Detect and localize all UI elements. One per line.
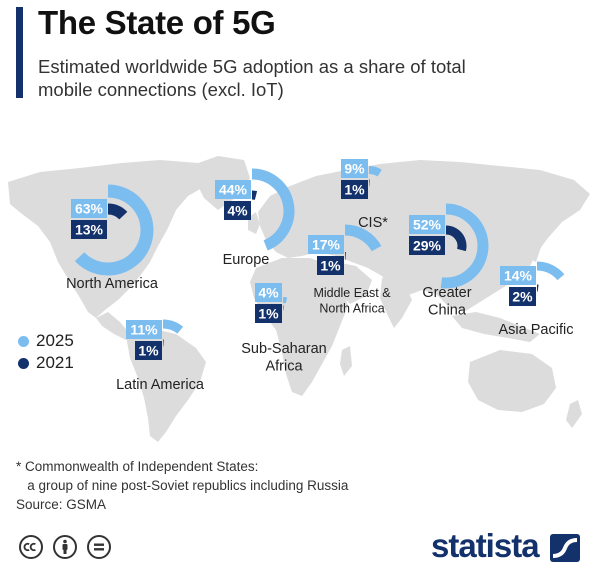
world-map-background: [8, 156, 590, 442]
footnote-line-1: * Commonwealth of Independent States:: [16, 459, 259, 474]
region-sub-saharan-africa: 4% 1% Sub-Saharan Africa: [241, 283, 327, 375]
footnote: * Commonwealth of Independent States: a …: [16, 457, 348, 514]
subtitle-line-2: mobile connections (excl. IoT): [38, 79, 284, 100]
region-middle-east-north-africa: 17% 1% Middle East & North Africa: [308, 224, 391, 316]
region-latin-america: 11% 1% Latin America: [116, 319, 205, 393]
value-box-2021-asia-pacific: [509, 287, 536, 306]
value-label-2021-middle-east-north-africa: 1%: [320, 258, 341, 274]
value-box-2021-latin-america: [135, 341, 162, 360]
region-name-middle-east-north-africa-line-1: Middle East &: [313, 286, 391, 300]
region-europe: 44% 4% Europe: [215, 168, 295, 268]
value-label-2021-asia-pacific: 2%: [512, 289, 533, 305]
region-greater-china: 52% 29% Greater China: [409, 203, 489, 319]
attribution-icon: [53, 535, 77, 559]
map-japan: [528, 226, 542, 262]
title-accent-bar: [16, 7, 23, 98]
map-india: [380, 278, 412, 328]
region-name-sub-saharan-africa-line-2: Africa: [265, 359, 303, 375]
value-box-2025-sub-saharan-africa: [255, 283, 282, 302]
value-label-2025-middle-east-north-africa: 17%: [312, 237, 341, 253]
value-label-2021-north-america: 13%: [75, 222, 104, 238]
value-box-2021-europe: [224, 201, 251, 220]
value-label-2021-sub-saharan-africa: 1%: [258, 306, 279, 322]
region-north-america: 63% 13% North America: [66, 184, 159, 292]
value-box-2021-north-america: [71, 220, 107, 239]
value-box-2025-asia-pacific: [500, 266, 536, 285]
region-name-asia-pacific: Asia Pacific: [499, 322, 574, 338]
region-name-north-america: North America: [66, 276, 159, 292]
value-box-2025-latin-america: [126, 320, 162, 339]
arc-2025-europe: [251, 168, 295, 251]
map-australia: [468, 350, 556, 412]
value-label-2025-greater-china: 52%: [413, 217, 442, 233]
legend-label-2021: 2021: [36, 353, 74, 372]
chart-title: The State of 5G: [38, 4, 276, 41]
arc-2025-latin-america: [162, 319, 184, 334]
arc-2025-north-america: [74, 184, 154, 276]
creative-commons-icon: [19, 535, 43, 559]
source-line: Source: GSMA: [16, 497, 107, 512]
value-box-2021-greater-china: [409, 236, 445, 255]
no-derivatives-icon: [87, 535, 111, 559]
value-label-2025-europe: 44%: [219, 182, 248, 198]
value-box-2025-cis: [341, 159, 368, 178]
region-cis: 9% 1% CIS*: [341, 159, 388, 231]
arc-2025-asia-pacific: [536, 261, 565, 281]
chart-subtitle: Estimated worldwide 5G adoption as a sha…: [38, 55, 568, 101]
value-label-2025-cis: 9%: [344, 161, 365, 177]
region-name-europe: Europe: [223, 252, 270, 268]
map-central-america: [96, 312, 130, 340]
statista-logo-text: statista: [431, 527, 540, 564]
chart-marks: 63% 13% North America 44% 4% Europe 9% 1% CIS* 52…: [66, 159, 573, 393]
region-name-middle-east-north-africa-line-2: North Africa: [319, 302, 384, 316]
value-box-2021-cis: [341, 180, 368, 199]
value-box-2025-middle-east-north-africa: [308, 235, 344, 254]
footnote-line-2: a group of nine post-Soviet republics in…: [16, 478, 349, 493]
arc-2021-europe: [251, 190, 258, 200]
value-box-2025-europe: [215, 180, 251, 199]
map-new-zealand: [566, 400, 582, 428]
value-box-2025-greater-china: [409, 215, 445, 234]
legend-label-2025: 2025: [36, 331, 74, 350]
region-name-latin-america: Latin America: [116, 377, 205, 393]
legend-dot-2025: [18, 335, 29, 347]
value-label-2021-europe: 4%: [227, 203, 248, 219]
value-box-2021-sub-saharan-africa: [255, 304, 282, 323]
value-label-2021-cis: 1%: [344, 182, 365, 198]
region-name-greater-china-line-1: Greater: [422, 285, 471, 301]
arc-2021-north-america: [107, 203, 128, 220]
value-label-2025-asia-pacific: 14%: [504, 268, 533, 284]
arc-2021-greater-china: [445, 225, 467, 252]
value-label-2025-north-america: 63%: [75, 201, 104, 217]
legend-item-2025: 2025: [18, 331, 74, 351]
value-label-2025-sub-saharan-africa: 4%: [258, 285, 279, 301]
map-madagascar: [340, 346, 352, 376]
value-label-2025-latin-america: 11%: [130, 322, 158, 338]
map-arabia: [336, 262, 372, 304]
value-label-2021-greater-china: 29%: [413, 238, 442, 254]
subtitle-line-1: Estimated worldwide 5G adoption as a sha…: [38, 56, 466, 77]
value-label-2021-latin-america: 1%: [138, 343, 159, 359]
value-box-2021-middle-east-north-africa: [317, 256, 344, 275]
arc-2025-cis: [368, 165, 382, 177]
region-name-sub-saharan-africa-line-1: Sub-Saharan: [241, 341, 326, 357]
legend-dot-2021: [18, 357, 29, 369]
map-southeast-asia: [452, 312, 540, 342]
arc-2025-middle-east-north-africa: [344, 224, 382, 252]
value-box-2025-north-america: [71, 199, 107, 218]
region-name-cis: CIS*: [358, 215, 388, 231]
map-north-america: [8, 160, 212, 318]
map-africa: [250, 258, 348, 396]
statista-logo-icon: [550, 534, 580, 562]
region-asia-pacific: 14% 2% Asia Pacific: [499, 261, 574, 338]
legend-item-2021: 2021: [18, 353, 74, 373]
arc-2025-greater-china: [440, 203, 489, 289]
region-name-greater-china-line-2: China: [428, 303, 467, 319]
